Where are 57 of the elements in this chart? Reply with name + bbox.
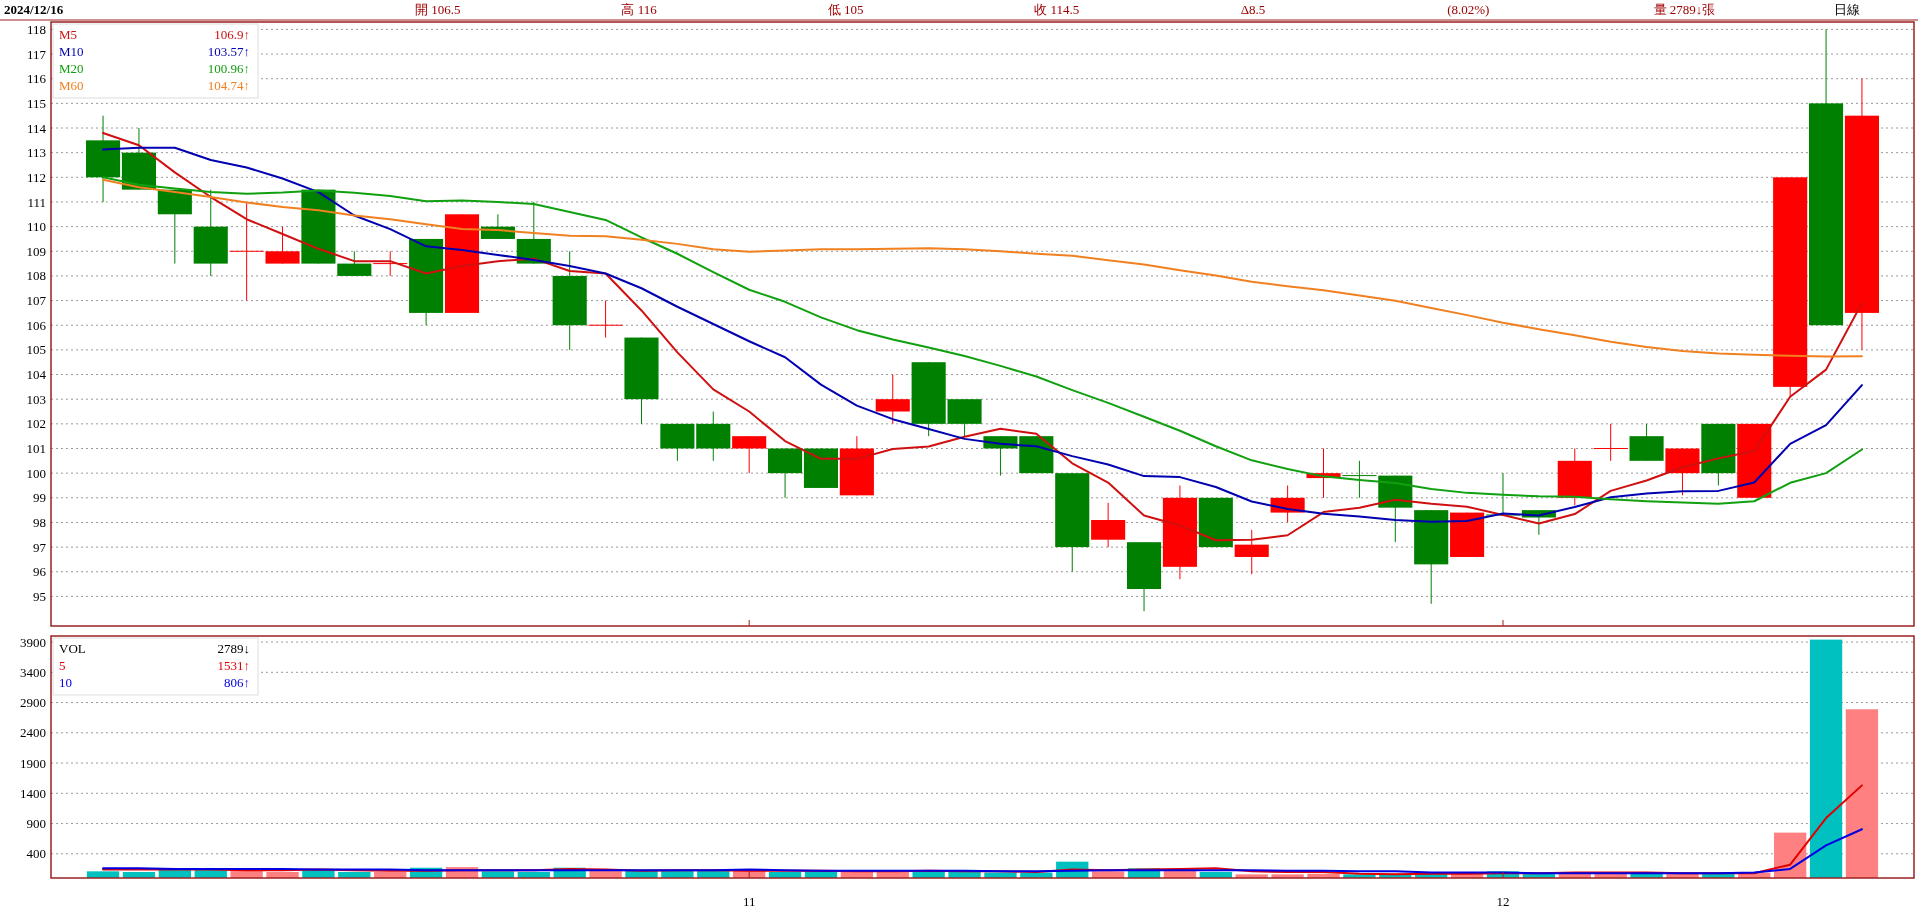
line-series — [102, 828, 1863, 875]
text: 量 2789↓張 — [1653, 2, 1716, 17]
y-tick-label: 108 — [26, 268, 46, 284]
text: 5 1531↑ — [59, 658, 250, 673]
y-tick-label: 97 — [33, 539, 47, 555]
y-tick-label: 1900 — [20, 755, 46, 771]
y-tick-label: 103 — [26, 391, 46, 407]
y-tick-label: 400 — [26, 846, 46, 862]
y-tick-label: 104 — [26, 367, 47, 383]
candlestick — [372, 250, 408, 277]
chart-title: 2024/12/16 — [4, 2, 64, 17]
y-tick-label: 112 — [26, 169, 46, 185]
text: M10 103.57↑ — [59, 44, 250, 59]
y-tick-label: 116 — [26, 71, 47, 87]
y-tick-label: 114 — [26, 120, 47, 136]
y-tick-label: 99 — [33, 490, 46, 506]
text: 高 116 — [621, 2, 658, 17]
y-tick-label: 106 — [26, 317, 47, 333]
text: 開 106.5 — [415, 2, 461, 17]
y-tick-label: 118 — [26, 21, 46, 37]
text: Δ8.5 — [1240, 2, 1266, 17]
y-tick-label: 900 — [26, 816, 46, 832]
x-tick-label: 12 — [1496, 894, 1510, 909]
candlestick — [1341, 460, 1377, 499]
y-tick-label: 100 — [26, 465, 46, 481]
y-tick-label: 110 — [26, 219, 46, 235]
y-tick-label: 3400 — [20, 664, 46, 680]
text: M20 100.96↑ — [59, 61, 250, 76]
y-tick-label: 105 — [26, 342, 46, 358]
y-tick-label: 109 — [26, 243, 46, 259]
text: M5 106.9↑ — [59, 27, 250, 42]
text: 低 105 — [827, 2, 864, 17]
y-tick-label: 101 — [26, 441, 46, 457]
candlestick — [588, 300, 624, 339]
x-tick-label: 11 — [742, 894, 756, 909]
text: M60 104.74↑ — [59, 78, 250, 93]
y-tick-label: 111 — [27, 194, 46, 210]
bar — [1845, 709, 1879, 878]
text: 收 114.5 — [1034, 2, 1080, 17]
y-tick-label: 96 — [33, 564, 47, 580]
text: 日線 — [1834, 2, 1860, 17]
y-tick-label: 95 — [33, 588, 46, 604]
y-tick-label: 115 — [26, 95, 46, 111]
y-tick-label: 2400 — [20, 725, 46, 741]
y-tick-label: 98 — [33, 515, 46, 531]
y-tick-label: 102 — [26, 416, 46, 432]
bar — [1809, 639, 1843, 878]
text: VOL 2789↓ — [59, 641, 250, 656]
y-tick-label: 1400 — [20, 785, 46, 801]
y-tick-label: 2900 — [20, 695, 46, 711]
y-tick-label: 107 — [26, 293, 47, 309]
y-tick-label: 117 — [26, 46, 47, 62]
text: 10 806↑ — [59, 675, 250, 690]
y-tick-label: 113 — [26, 145, 46, 161]
y-tick-label: 3900 — [20, 634, 46, 650]
candlestick — [1593, 423, 1629, 462]
text: (8.02%) — [1447, 2, 1490, 17]
